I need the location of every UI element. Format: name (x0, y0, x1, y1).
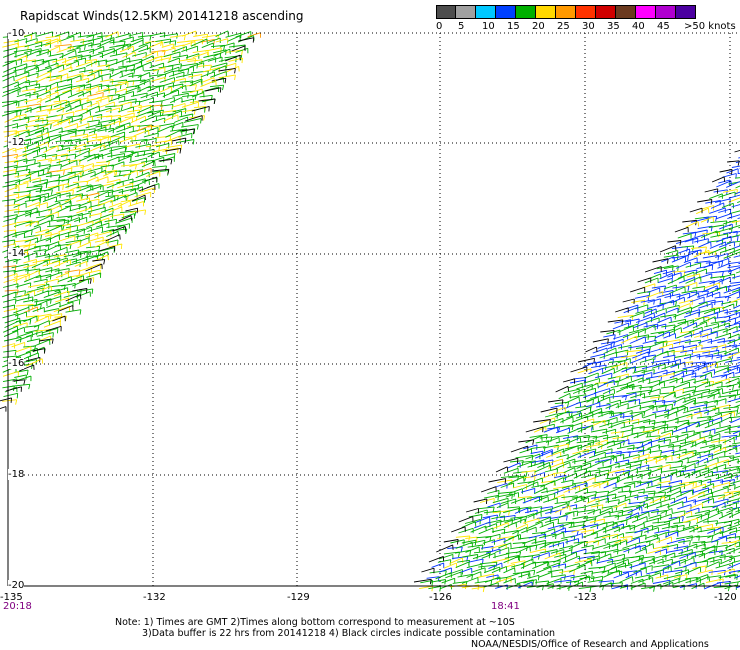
colorbar-segment (556, 5, 576, 19)
map-title: Rapidscat Winds(12.5KM) 20141218 ascendi… (20, 9, 304, 23)
colorbar-label-50: >50 knots (684, 21, 736, 32)
colorbar-segment (476, 5, 496, 19)
notes: Note: 1) Times are GMT 2)Times along bot… (115, 617, 555, 639)
colorbar-label-30: 30 (582, 21, 595, 32)
lon-label-132: -132 (143, 592, 166, 603)
notes-line-2: 3)Data buffer is 22 hrs from 20141218 4)… (142, 628, 556, 639)
pass-time-west: 20:18 (3, 601, 32, 612)
colorbar-segment (456, 5, 476, 19)
lat-label-16: -16 (8, 358, 25, 369)
colorbar-label-40: 40 (632, 21, 645, 32)
colorbar-segment (636, 5, 656, 19)
colorbar-segment (436, 5, 456, 19)
lat-label-18: -18 (8, 469, 25, 480)
pass-time-east: 18:41 (491, 601, 520, 612)
lat-label-20: -20 (8, 580, 25, 591)
lat-label-14: -14 (8, 248, 25, 259)
lon-label-120: -120 (714, 592, 737, 603)
colorbar-label-15: 15 (507, 21, 520, 32)
colorbar-segment (516, 5, 536, 19)
colorbar-label-45: 45 (657, 21, 670, 32)
colorbar-label-5: 5 (458, 21, 465, 32)
lon-label-129: -129 (287, 592, 310, 603)
colorbar-frame (436, 5, 696, 19)
colorbar-segment (496, 5, 516, 19)
map-grid (7, 32, 740, 587)
notes-line-1: Note: 1) Times are GMT 2)Times along bot… (115, 617, 515, 628)
colorbar-segment (576, 5, 596, 19)
colorbar-label-10: 10 (482, 21, 495, 32)
credit-line: NOAA/NESDIS/Office of Research and Appli… (471, 639, 709, 650)
lat-label-10: -10 (8, 28, 25, 39)
colorbar-segment (596, 5, 616, 19)
wind-barbs-layer (0, 30, 740, 593)
lat-label-12: -12 (8, 137, 25, 148)
colorbar-label-20: 20 (532, 21, 545, 32)
colorbar-label-25: 25 (557, 21, 570, 32)
lon-label-135: -135 (0, 592, 23, 603)
colorbar-label-35: 35 (607, 21, 620, 32)
lon-label-126: -126 (429, 592, 452, 603)
lon-label-123: -123 (574, 592, 597, 603)
colorbar-segment (656, 5, 676, 19)
colorbar-label-0: 0 (436, 21, 443, 32)
colorbar-segment (616, 5, 636, 19)
colorbar-segment (536, 5, 556, 19)
